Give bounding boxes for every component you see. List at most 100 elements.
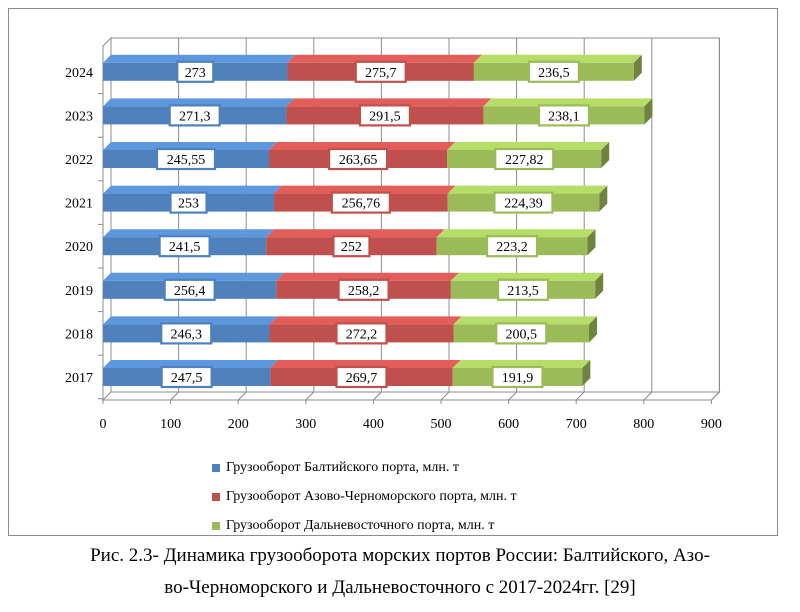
data-label: 245,55 bbox=[167, 153, 206, 168]
bar-top-face bbox=[103, 98, 295, 107]
gridline-floor bbox=[305, 391, 315, 401]
bar-top-face bbox=[452, 360, 591, 368]
bar-top-face bbox=[453, 316, 598, 325]
bar-top-face bbox=[103, 54, 296, 63]
x-tick-label: 500 bbox=[431, 417, 452, 432]
plot-floor bbox=[101, 391, 721, 401]
x-tick-label: 900 bbox=[701, 417, 722, 432]
bar-top-face bbox=[447, 142, 610, 150]
bar-top-face bbox=[483, 98, 653, 107]
data-label: 213,5 bbox=[507, 284, 539, 299]
bar-side-face bbox=[587, 229, 596, 256]
data-label: 256,76 bbox=[342, 197, 381, 212]
x-tick-label: 0 bbox=[100, 417, 107, 432]
legend-label-far-east: Грузооборот Дальневосточного порта, млн.… bbox=[226, 517, 495, 533]
bar-top-face bbox=[276, 272, 459, 281]
data-label-box bbox=[330, 191, 391, 214]
legend-swatch-far-east bbox=[212, 521, 220, 530]
bar-top-face bbox=[269, 316, 462, 325]
data-label-box bbox=[332, 235, 371, 258]
data-label-box bbox=[158, 235, 211, 258]
bar-top-face bbox=[103, 185, 283, 194]
y-category-label: 2019 bbox=[65, 284, 93, 299]
gridline-floor bbox=[373, 391, 382, 401]
bar-side-face bbox=[589, 316, 598, 343]
data-label-box bbox=[335, 365, 388, 389]
data-label: 275,7 bbox=[365, 66, 397, 81]
chart-plot: 0 100 200 300 400 500 600 700 800 900 2024 273 275,7… bbox=[65, 36, 722, 432]
data-label-box bbox=[354, 60, 407, 83]
data-label: 246,3 bbox=[170, 327, 202, 342]
data-label-box bbox=[163, 278, 216, 301]
data-label-box bbox=[155, 147, 217, 171]
bar-side-face bbox=[601, 142, 610, 168]
legend-item-azov-black-sea: Грузооборот Азово-Черноморского порта, м… bbox=[212, 482, 517, 511]
data-label: 191,9 bbox=[502, 371, 534, 386]
legend-item-far-east: Грузооборот Дальневосточного порта, млн.… bbox=[212, 511, 517, 540]
data-label: 272,2 bbox=[346, 327, 378, 342]
data-label: 256,4 bbox=[174, 284, 206, 299]
bar-top-face bbox=[103, 272, 285, 281]
bar-top-face bbox=[270, 360, 461, 368]
data-label-box bbox=[527, 60, 580, 83]
data-label: 269,7 bbox=[346, 371, 378, 386]
bar-top-face bbox=[436, 229, 596, 238]
gridline-floor bbox=[508, 391, 517, 401]
x-tick-label: 100 bbox=[160, 417, 181, 432]
bar-top-face bbox=[103, 316, 278, 325]
data-label: 263,65 bbox=[339, 153, 378, 168]
data-label: 253 bbox=[178, 197, 199, 212]
gridline-floor bbox=[643, 391, 653, 401]
y-category-label: 2022 bbox=[65, 153, 93, 168]
data-label: 238,1 bbox=[548, 109, 580, 124]
data-label-box bbox=[495, 322, 548, 345]
data-label-box bbox=[337, 278, 390, 301]
x-tick-label: 200 bbox=[228, 417, 249, 432]
data-label: 252 bbox=[341, 240, 362, 255]
bar-side-face bbox=[595, 272, 604, 299]
bar-top-face bbox=[268, 142, 456, 150]
data-label-box bbox=[537, 104, 591, 127]
data-label-box bbox=[160, 322, 213, 345]
legend-item-baltic: Грузооборот Балтийского порта, млн. т bbox=[212, 453, 517, 482]
x-tick-label: 800 bbox=[633, 417, 654, 432]
legend-label-azov-black-sea: Грузооборот Азово-Черноморского порта, м… bbox=[226, 488, 517, 504]
bar-top-face bbox=[287, 54, 482, 63]
side-wall bbox=[102, 36, 112, 402]
bar-side-face bbox=[582, 360, 591, 386]
x-tick-label: 300 bbox=[295, 417, 316, 432]
data-label: 291,5 bbox=[369, 109, 401, 124]
data-label: 236,5 bbox=[538, 66, 570, 81]
bar-top-face bbox=[473, 54, 642, 63]
caption-line-2: во-Черноморского и Дальневосточного с 20… bbox=[164, 577, 636, 598]
bar-side-face bbox=[633, 54, 642, 81]
bar-top-face bbox=[274, 185, 456, 194]
bar-top-face bbox=[447, 185, 608, 194]
bar-top-face bbox=[266, 229, 445, 238]
bar-top-face bbox=[103, 229, 275, 238]
y-category-label: 2018 bbox=[65, 327, 93, 342]
x-tick-label: 700 bbox=[566, 417, 587, 432]
x-tick-label: 400 bbox=[363, 417, 384, 432]
data-label: 273 bbox=[185, 66, 206, 81]
data-label-box bbox=[335, 322, 388, 345]
legend-swatch-azov-black-sea bbox=[212, 492, 220, 501]
y-category-label: 2021 bbox=[65, 197, 93, 212]
data-label-box bbox=[169, 191, 208, 214]
data-label: 258,2 bbox=[348, 284, 380, 299]
gridline-floor bbox=[711, 391, 720, 401]
data-label: 247,5 bbox=[171, 371, 203, 386]
data-label-box bbox=[491, 365, 544, 389]
y-category-label: 2023 bbox=[65, 109, 93, 124]
data-label: 241,5 bbox=[169, 240, 201, 255]
data-label-box bbox=[358, 104, 412, 127]
legend-label-baltic: Грузооборот Балтийского порта, млн. т bbox=[226, 459, 459, 475]
data-label-box bbox=[493, 191, 554, 214]
data-label: 224,39 bbox=[504, 197, 543, 212]
data-label-box bbox=[176, 60, 215, 83]
data-label: 227,82 bbox=[505, 153, 544, 168]
data-label: 223,2 bbox=[496, 240, 528, 255]
y-category-label: 2024 bbox=[65, 66, 93, 81]
data-label-box bbox=[168, 104, 221, 127]
caption-line-1: Рис. 2.3- Динамика грузооборота морских … bbox=[90, 545, 710, 566]
